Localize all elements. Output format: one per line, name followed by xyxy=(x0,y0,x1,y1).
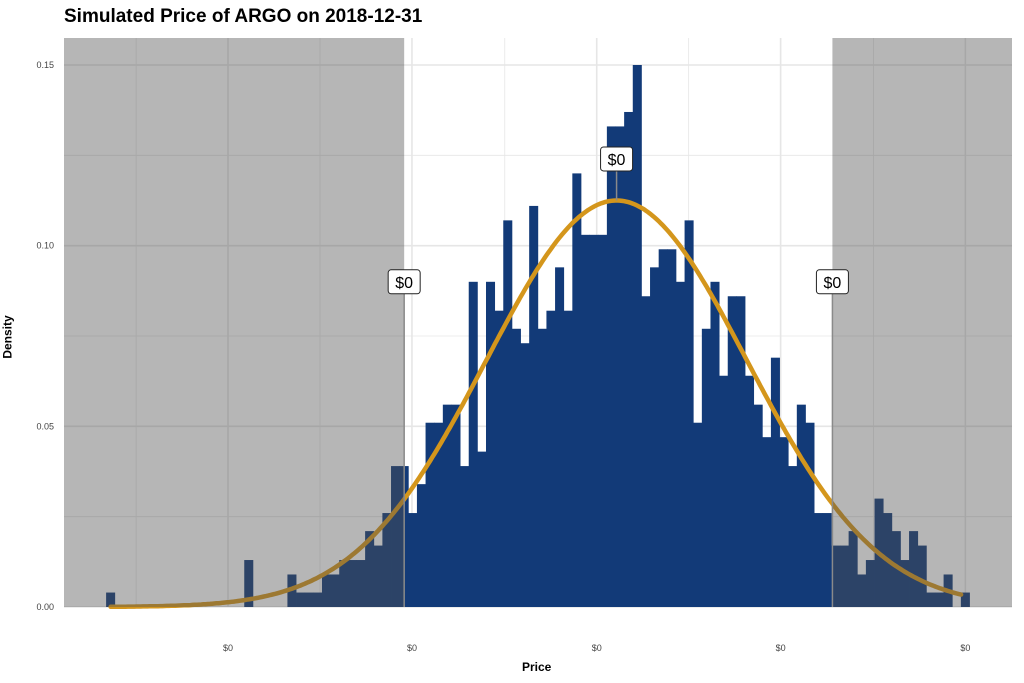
histogram-bar xyxy=(391,466,401,607)
y-tick-label: 0.05 xyxy=(36,421,54,431)
histogram-bar xyxy=(814,513,824,607)
histogram-bar xyxy=(727,296,737,607)
histogram-bar xyxy=(710,281,720,607)
x-axis-label: Price xyxy=(522,660,552,674)
y-tick-label: 0.10 xyxy=(36,241,54,251)
histogram-bar xyxy=(425,422,435,607)
histogram-bar xyxy=(546,310,556,607)
histogram-bar xyxy=(373,545,383,607)
histogram-bar xyxy=(356,560,366,607)
x-tick-label: $0 xyxy=(407,643,417,653)
histogram-bar xyxy=(511,328,521,607)
histogram-bar xyxy=(485,281,496,607)
histogram-bar xyxy=(572,173,582,607)
y-tick-label: 0.00 xyxy=(36,602,54,612)
histogram-bar xyxy=(822,513,832,607)
histogram-bar xyxy=(416,484,426,607)
histogram-bar xyxy=(106,592,116,607)
histogram-bar xyxy=(598,234,608,607)
histogram-bar xyxy=(347,560,357,607)
histogram-bar xyxy=(667,249,677,607)
histogram-bar xyxy=(589,234,599,607)
histogram-bar xyxy=(805,422,815,607)
histogram-bar xyxy=(321,574,331,607)
shaded-region xyxy=(64,38,405,607)
histogram-bar xyxy=(606,126,616,607)
histogram-bar xyxy=(960,592,970,607)
histogram-bar xyxy=(330,574,340,607)
density-curve xyxy=(108,198,964,610)
histogram-bar xyxy=(745,375,755,607)
histogram-bar xyxy=(693,422,703,607)
histogram-bar xyxy=(520,343,530,607)
annotation-label: $0 xyxy=(608,152,626,169)
histogram-bar xyxy=(650,267,660,607)
shaded-region xyxy=(832,38,1012,607)
histogram-bar xyxy=(900,560,910,607)
annotation-label: $0 xyxy=(395,275,413,292)
histogram-bar xyxy=(857,574,867,607)
histogram-bar xyxy=(848,531,858,607)
histogram-bar xyxy=(442,404,452,607)
histogram-bar xyxy=(304,592,314,607)
histogram-bar xyxy=(926,592,936,607)
histogram-bar xyxy=(580,234,591,607)
histogram-bar xyxy=(468,281,478,607)
histogram-bar xyxy=(434,422,444,607)
histogram-bar xyxy=(865,560,875,607)
histogram-bar xyxy=(891,531,901,607)
histogram-bar xyxy=(736,296,746,607)
histogram-bar xyxy=(503,220,513,607)
histogram-bar xyxy=(615,126,625,607)
histogram-bar xyxy=(313,592,323,607)
histogram-bar xyxy=(788,466,798,607)
histogram-bar xyxy=(753,404,763,607)
y-tick-label: 0.15 xyxy=(36,60,54,70)
annotation-label-box xyxy=(815,269,849,295)
histogram-bar xyxy=(831,545,841,607)
histogram-bar xyxy=(624,111,634,608)
x-tick-label: $0 xyxy=(592,643,602,653)
histogram-bar xyxy=(408,513,418,607)
histogram-bar xyxy=(658,249,668,607)
histogram-bar xyxy=(555,267,565,607)
histogram-bar xyxy=(934,592,944,607)
annotation-label-box xyxy=(600,146,634,172)
histogram-bar xyxy=(339,560,349,607)
histogram-bar xyxy=(632,65,642,607)
histogram-bar xyxy=(494,310,504,607)
histogram-bar xyxy=(451,404,461,607)
chart-title: Simulated Price of ARGO on 2018-12-31 xyxy=(64,6,423,27)
annotation-label: $0 xyxy=(824,275,842,292)
histogram-bar xyxy=(909,531,919,607)
x-tick-label: $0 xyxy=(776,643,786,653)
histogram-bar xyxy=(839,545,850,607)
histogram-bar xyxy=(796,404,806,607)
histogram-bar xyxy=(537,328,547,607)
histogram-bar xyxy=(296,592,306,607)
histogram-bar xyxy=(244,560,254,607)
y-axis-label: Density xyxy=(0,315,15,359)
histogram-bar xyxy=(382,513,392,607)
histogram-bar xyxy=(529,205,539,608)
annotation-label-box xyxy=(387,269,421,295)
x-tick-label: $0 xyxy=(960,643,970,653)
histogram-bar xyxy=(675,281,685,607)
histogram-bar xyxy=(641,296,651,607)
histogram-bar xyxy=(684,220,694,607)
histogram-bar xyxy=(701,328,711,607)
histogram-bar xyxy=(477,451,487,607)
histogram-bar xyxy=(770,357,780,607)
histogram-bar xyxy=(917,545,927,607)
histogram-bar xyxy=(563,310,573,607)
histogram-bar xyxy=(779,437,789,607)
histogram-bar xyxy=(460,466,470,607)
histogram-bar xyxy=(365,531,375,607)
histogram-bar xyxy=(719,375,729,607)
x-tick-label: $0 xyxy=(223,643,233,653)
histogram-bar xyxy=(762,437,772,607)
